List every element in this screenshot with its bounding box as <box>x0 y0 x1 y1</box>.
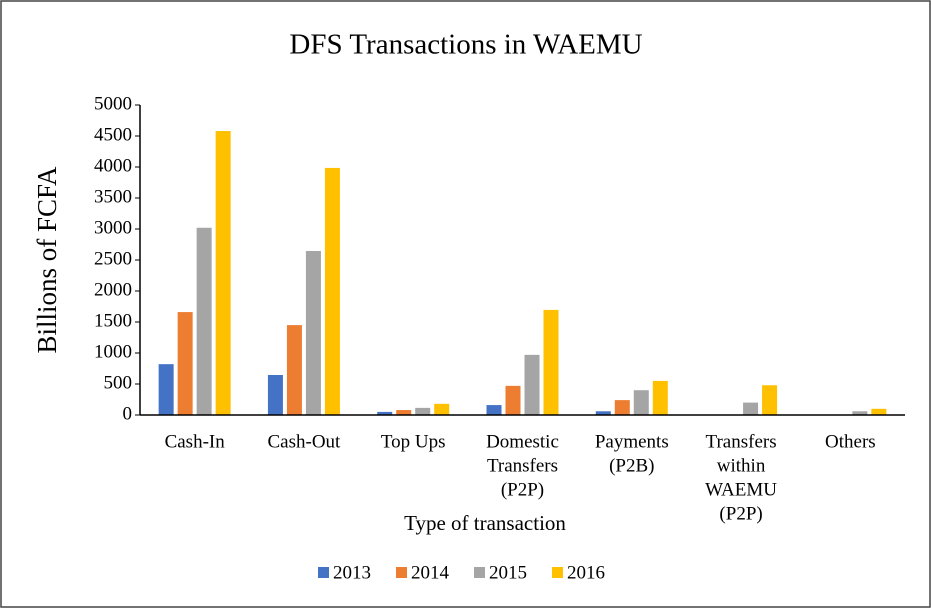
bar <box>377 411 393 415</box>
x-tick-label: Domestic <box>486 431 559 452</box>
x-tick-label: Cash-Out <box>268 431 342 452</box>
x-tick-label: Transfers <box>706 431 777 452</box>
x-axis-label: Type of transaction <box>404 511 566 535</box>
bar <box>614 400 630 415</box>
bar <box>286 325 302 415</box>
bar <box>652 380 668 415</box>
bar <box>505 385 521 415</box>
legend-label: 2015 <box>489 562 527 583</box>
bar <box>196 227 212 415</box>
legend-swatch <box>474 567 485 578</box>
bar <box>743 402 759 415</box>
bar <box>762 385 778 415</box>
legend-label: 2016 <box>567 562 605 583</box>
y-tick-label: 4500 <box>94 124 132 145</box>
bar <box>415 407 431 415</box>
bar <box>177 312 193 415</box>
bar <box>595 411 611 415</box>
y-tick-label: 0 <box>123 403 133 424</box>
x-tick-label: Payments <box>595 431 669 452</box>
x-tick-label: Transfers <box>487 455 558 476</box>
bar <box>852 411 868 415</box>
y-tick-label: 3500 <box>94 186 132 207</box>
chart-title: DFS Transactions in WAEMU <box>289 29 642 61</box>
x-tick-label: WAEMU <box>705 479 777 500</box>
legend-swatch <box>552 567 563 578</box>
x-tick-label: Top Ups <box>381 431 446 452</box>
bar <box>434 403 450 415</box>
y-tick-label: 500 <box>104 372 133 393</box>
y-axis-label: Billions of FCFA <box>32 166 62 354</box>
bar <box>486 405 502 415</box>
bar <box>543 309 559 415</box>
x-tick-label: Others <box>825 431 876 452</box>
x-tick-label: (P2P) <box>501 479 544 500</box>
bar <box>305 251 321 415</box>
x-tick-label: within <box>717 455 766 476</box>
y-tick-label: 1000 <box>94 341 132 362</box>
y-tick-label: 2500 <box>94 248 132 269</box>
bar <box>158 364 174 415</box>
legend-label: 2013 <box>333 562 371 583</box>
bar <box>633 390 649 415</box>
y-tick-label: 1500 <box>94 310 132 331</box>
x-tick-label: (P2B) <box>609 455 654 476</box>
bar <box>396 410 412 415</box>
x-tick-label: (P2P) <box>719 503 762 524</box>
legend-swatch <box>318 567 329 578</box>
y-tick-label: 5000 <box>94 93 132 114</box>
bar <box>324 167 340 415</box>
x-tick-label: Cash-In <box>165 431 226 452</box>
y-tick-label: 2000 <box>94 279 132 300</box>
y-tick-label: 4000 <box>94 155 132 176</box>
y-tick-label: 3000 <box>94 217 132 238</box>
bar <box>524 354 540 415</box>
legend-swatch <box>396 567 407 578</box>
legend-label: 2014 <box>411 562 450 583</box>
bar <box>215 131 231 416</box>
bar <box>871 408 887 415</box>
bar <box>267 375 283 415</box>
